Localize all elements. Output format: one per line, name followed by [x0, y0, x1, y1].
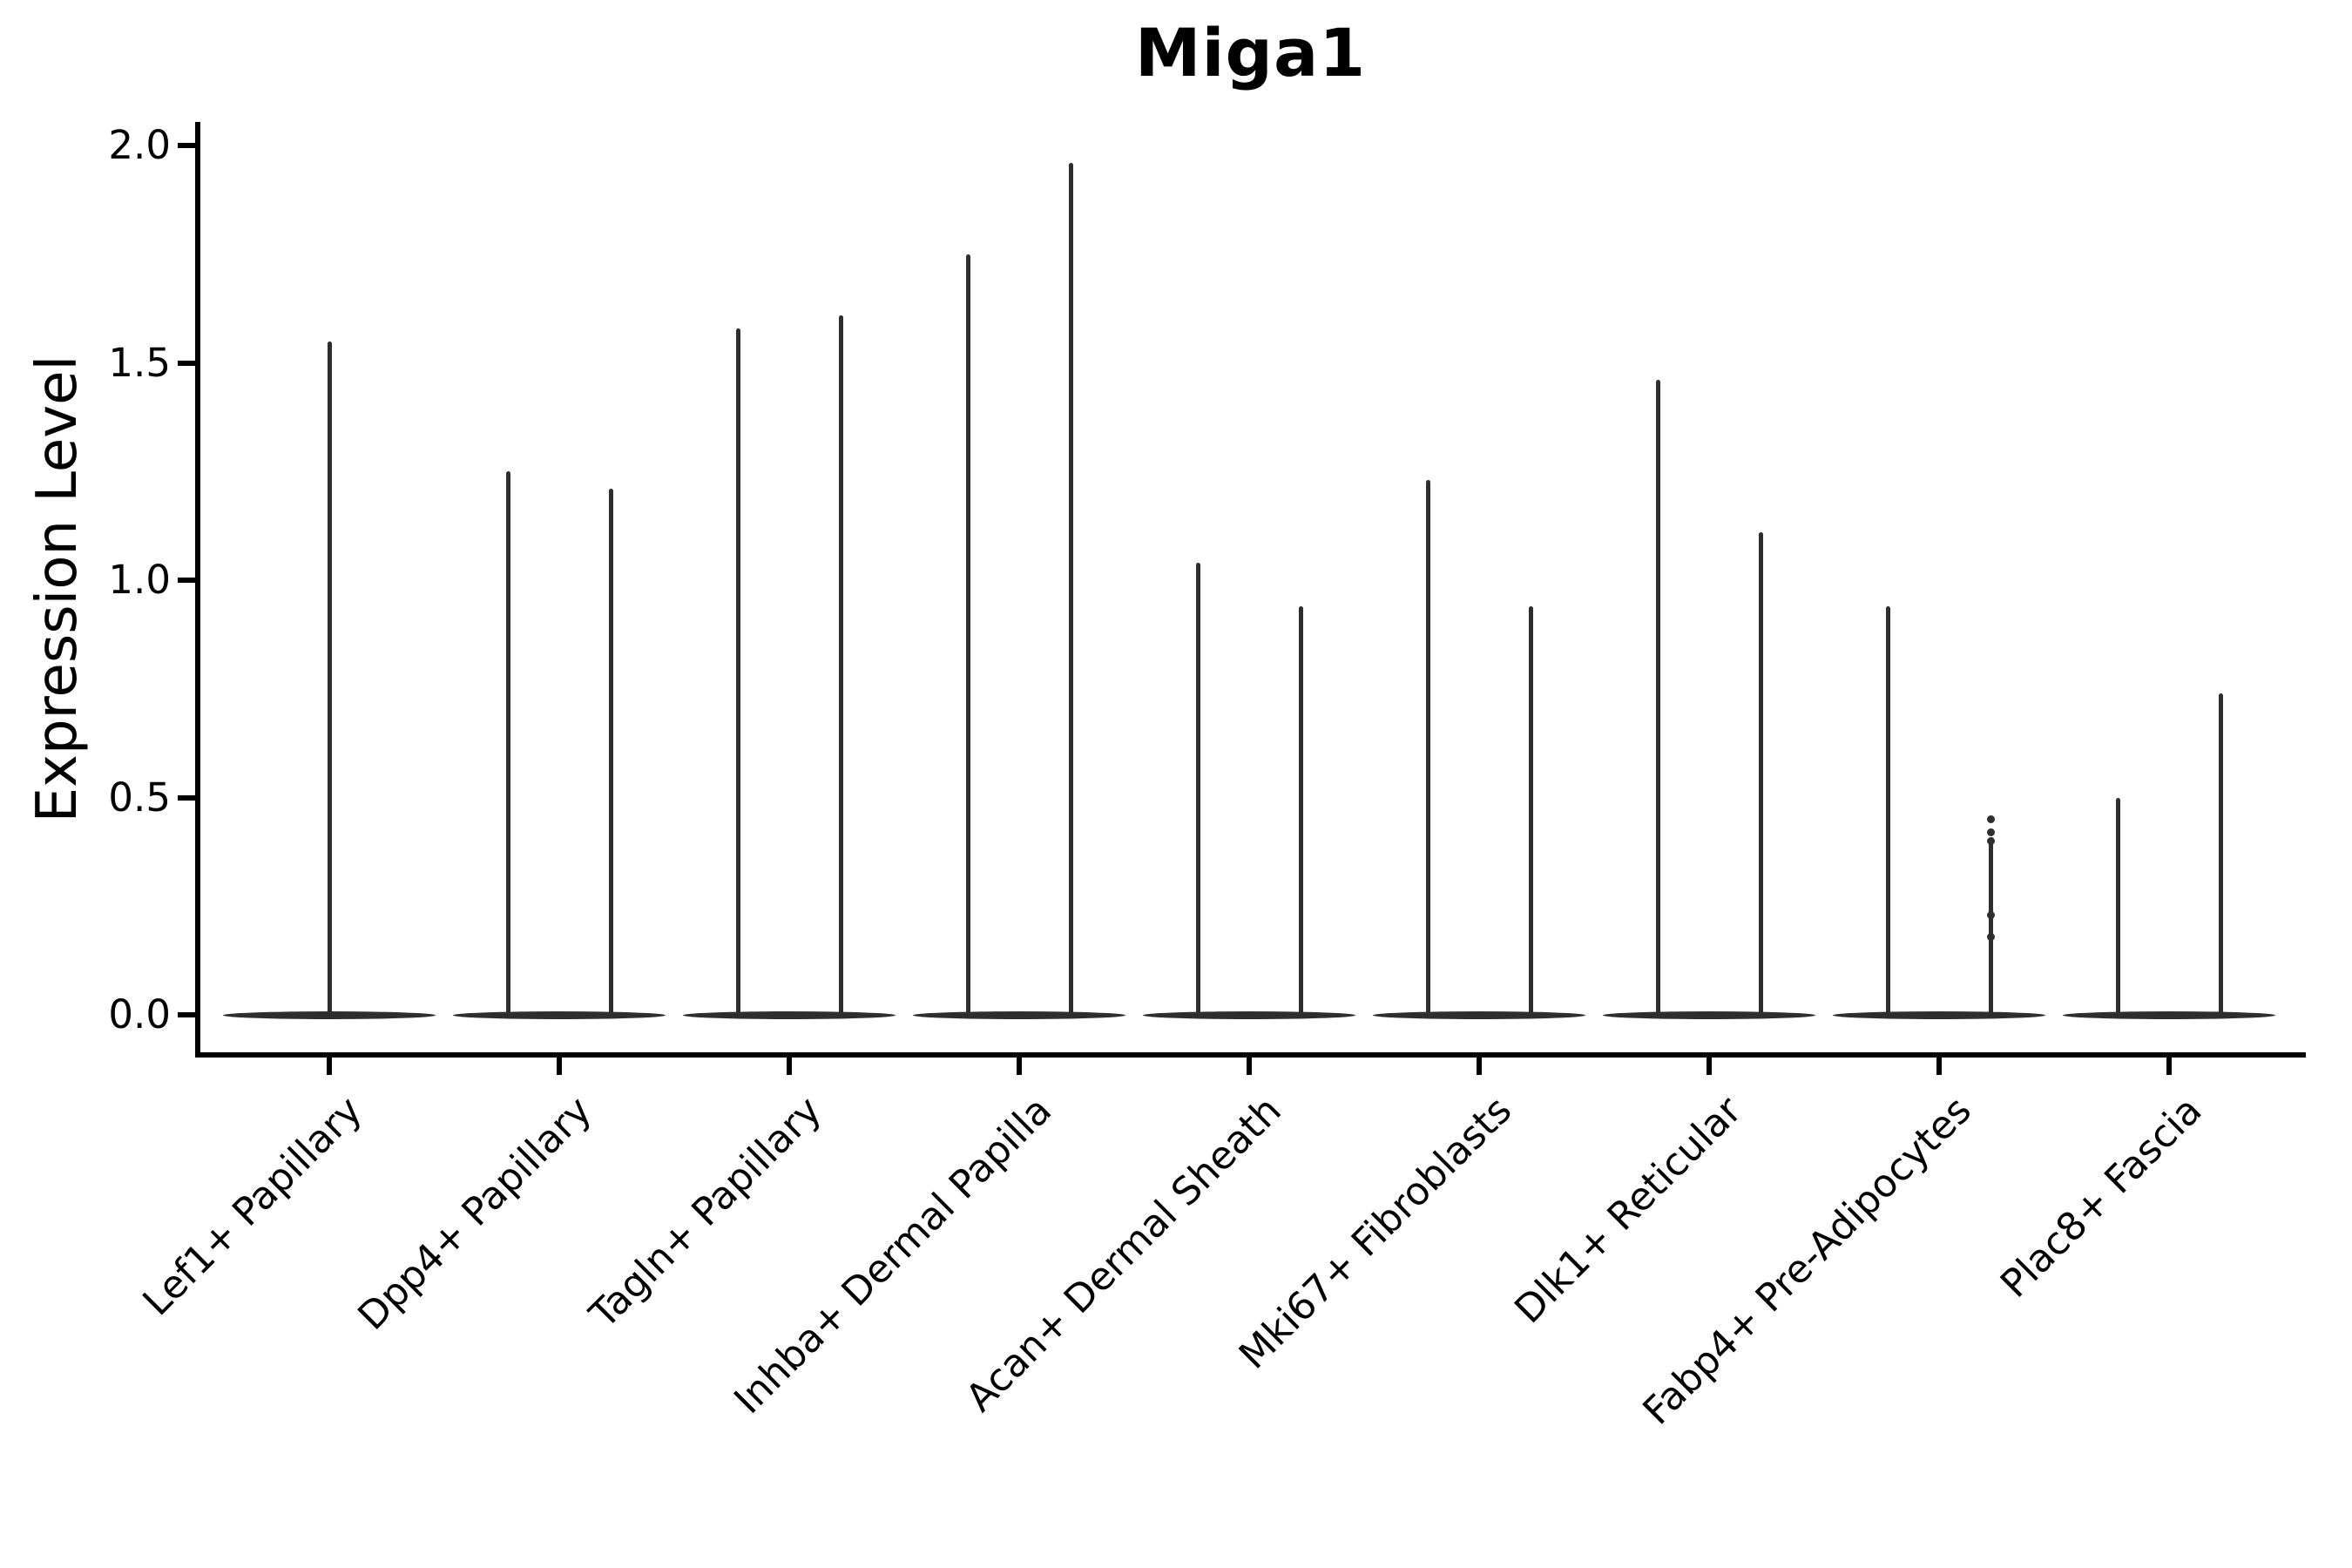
violin-outlier-dot — [1986, 932, 1995, 941]
y-tick-mark — [178, 143, 195, 148]
violin-spike — [2218, 693, 2223, 1017]
y-tick-mark — [178, 578, 195, 583]
violin-spike — [735, 328, 740, 1017]
violin-spike — [1988, 841, 1993, 1017]
violin-spike — [2115, 797, 2120, 1017]
x-tick-label: Lef1+ Papillary — [134, 1088, 371, 1325]
x-tick-mark — [2166, 1058, 2172, 1075]
x-tick-mark — [557, 1058, 562, 1075]
violin-spike — [608, 489, 613, 1017]
y-tick-mark — [178, 360, 195, 366]
x-tick-mark — [1017, 1058, 1022, 1075]
x-tick-mark — [1707, 1058, 1712, 1075]
x-tick-label: Dpp4+ Papillary — [349, 1088, 601, 1339]
violin-spike — [965, 253, 970, 1017]
x-axis-spine — [195, 1052, 2306, 1058]
violin-base — [1373, 1010, 1585, 1019]
violin-base — [1833, 1010, 2045, 1019]
x-tick-mark — [1477, 1058, 1482, 1075]
violin-spike — [1758, 532, 1763, 1017]
violin-base — [453, 1010, 666, 1019]
x-tick-label: Tagln+ Papillary — [581, 1088, 831, 1337]
violin-base — [1603, 1010, 1815, 1019]
y-tick-label: 2.0 — [108, 122, 171, 168]
violin-base — [1143, 1010, 1355, 1019]
violin-outlier-dot — [1986, 814, 1995, 823]
violin-outlier-dot — [1986, 910, 1995, 919]
violin-spike — [838, 314, 843, 1017]
x-tick-mark — [1247, 1058, 1252, 1075]
violin-base — [913, 1010, 1125, 1019]
violin-spike — [1425, 480, 1430, 1017]
violin-spike — [1885, 605, 1890, 1017]
violin-spike — [1195, 563, 1200, 1017]
x-tick-mark — [327, 1058, 332, 1075]
x-tick-mark — [1936, 1058, 1942, 1075]
y-tick-mark — [178, 794, 195, 801]
y-tick-label: 0.0 — [108, 991, 171, 1037]
violin-outlier-dot — [1986, 836, 1995, 845]
chart-title: Miga1 — [1134, 14, 1367, 91]
violin-spike — [1298, 605, 1303, 1017]
y-tick-label: 1.0 — [108, 557, 171, 603]
violin-base — [683, 1010, 896, 1019]
y-tick-label: 1.5 — [108, 339, 171, 386]
violin-outlier-dot — [1986, 828, 1995, 836]
x-tick-label: Dlk1+ Reticular — [1506, 1088, 1751, 1333]
violin-spike — [1068, 162, 1073, 1017]
violin-base — [2063, 1010, 2275, 1019]
x-tick-label: Plac8+ Fascia — [1991, 1088, 2211, 1307]
violin-spike — [1528, 605, 1533, 1017]
violin-spike — [327, 341, 332, 1017]
y-tick-mark — [178, 1012, 195, 1017]
violin-spike — [505, 471, 510, 1017]
x-tick-mark — [787, 1058, 792, 1075]
y-tick-label: 0.5 — [108, 774, 171, 821]
violin-spike — [1655, 380, 1660, 1017]
y-axis-spine — [195, 122, 200, 1058]
